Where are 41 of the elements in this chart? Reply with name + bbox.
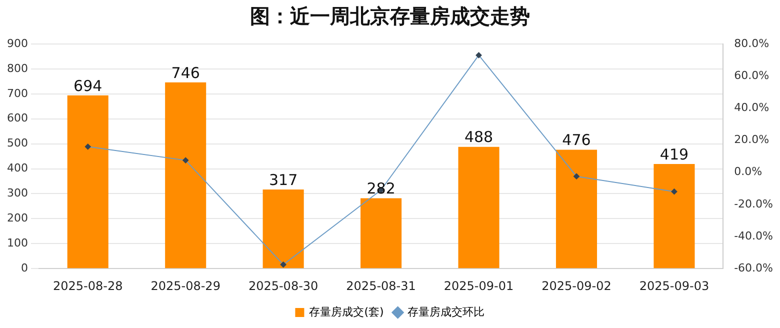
y2-tick-label: 80.0% [734, 36, 770, 50]
y-tick-label: 900 [6, 36, 28, 50]
bar [360, 198, 402, 268]
data-label: 694 [74, 76, 102, 95]
x-tick-label: 2025-09-01 [444, 278, 514, 293]
bar [262, 189, 304, 268]
y2-tick-label: 40.0% [734, 101, 770, 114]
legend-label: 存量房成交(套) [309, 305, 384, 318]
y-tick-label: 500 [6, 136, 28, 150]
x-tick-label: 2025-08-31 [346, 278, 416, 293]
y-tick-label: 600 [6, 112, 28, 125]
x-tick-label: 2025-08-29 [150, 278, 220, 293]
data-label: 317 [268, 170, 298, 189]
y-tick-label: 100 [6, 236, 28, 250]
data-label: 476 [562, 131, 591, 150]
y2-tick-label: -20.0% [734, 197, 774, 210]
bar [458, 146, 500, 268]
data-label: 488 [464, 128, 494, 146]
chart-title: 图：近一周北京存量房成交走势 [250, 4, 530, 28]
x-tick-label: 2025-08-28 [52, 278, 123, 293]
y2-tick-label: 0.0% [734, 165, 762, 178]
x-tick-label: 2025-08-30 [248, 278, 318, 293]
legend-label: 存量房成交环比 [407, 305, 484, 318]
y-tick-label: 400 [6, 162, 28, 175]
bar [556, 150, 598, 268]
y-tick-label: 0 [20, 261, 28, 274]
data-label: 419 [660, 145, 689, 164]
x-tick-label: 2025-09-03 [639, 278, 710, 293]
bar [67, 95, 108, 268]
y2-tick-label: 20.0% [734, 133, 770, 146]
y-tick-label: 300 [6, 186, 28, 200]
x-tick-label: 2025-09-02 [542, 278, 612, 293]
y-tick-label: 700 [6, 86, 28, 100]
y-tick-label: 800 [6, 62, 28, 75]
bar [654, 164, 695, 268]
y-tick-label: 200 [6, 212, 28, 225]
y2-tick-label: -60.0% [734, 261, 774, 274]
bar [165, 82, 206, 268]
data-label: 746 [171, 64, 200, 82]
y2-tick-label: -40.0% [734, 229, 774, 242]
y2-tick-label: 60.0% [734, 68, 770, 82]
